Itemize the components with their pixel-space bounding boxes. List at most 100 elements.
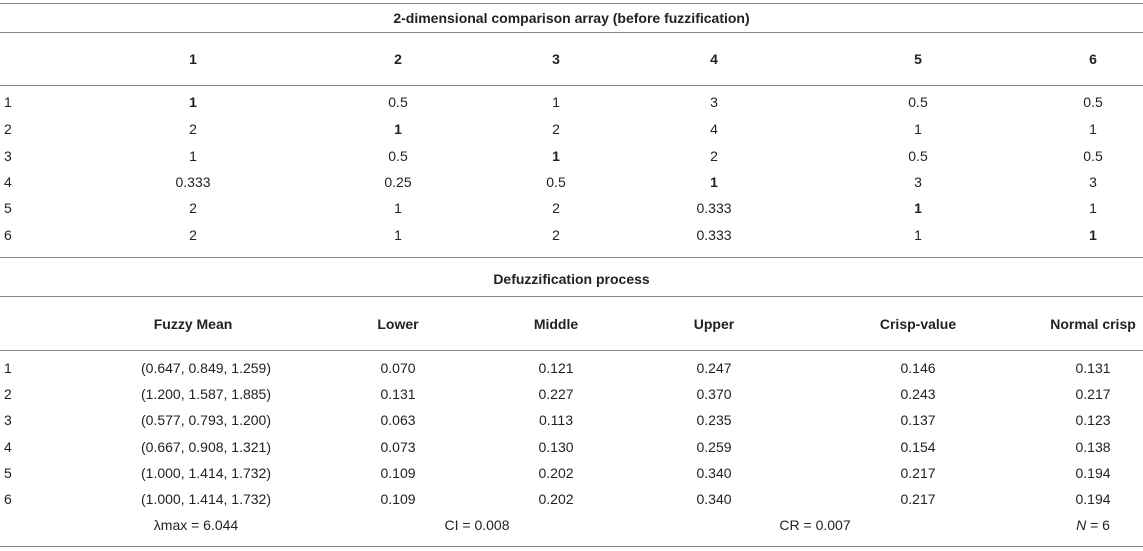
bottom-rule: [0, 546, 1143, 547]
n-label: N: [1076, 517, 1087, 533]
table-cell: 0.5: [1083, 148, 1103, 164]
table-row: 5 2 1 2 0.333 1 1: [0, 195, 1143, 221]
table-cell: 0.154: [900, 439, 936, 455]
table-cell: 2: [189, 227, 197, 243]
section1-header-row: 1 2 3 4 5 6: [0, 46, 1143, 72]
table-cell: 0.5: [908, 94, 928, 110]
table-cell: 1: [189, 148, 197, 164]
table-cell: (0.667, 0.908, 1.321): [141, 439, 271, 455]
table-cell: 1: [1089, 121, 1097, 137]
table-cell: 2: [189, 121, 197, 137]
row-label: 5: [4, 200, 12, 216]
row-label: 3: [4, 412, 12, 428]
table-cell: 1: [914, 200, 922, 216]
table-cell: 0.5: [546, 174, 566, 190]
cr-value: CR = 0.007: [779, 517, 851, 533]
table-row: 3 (0.577, 0.793, 1.200) 0.063 0.113 0.23…: [0, 407, 1143, 433]
table-cell: (1.000, 1.414, 1.732): [141, 465, 271, 481]
table-cell: 0.5: [388, 94, 408, 110]
row-label: 4: [4, 439, 12, 455]
table-cell: 0.217: [1075, 386, 1111, 402]
section2-title-rule: [0, 296, 1143, 297]
column-header: 6: [1089, 51, 1097, 67]
table-cell: 2: [552, 227, 560, 243]
column-header: 3: [552, 51, 560, 67]
row-label: 2: [4, 386, 12, 402]
table-cell: 0.073: [380, 439, 416, 455]
table-cell: 1: [394, 227, 402, 243]
table-cell: 3: [914, 174, 922, 190]
row-label: 5: [4, 465, 12, 481]
row-label: 1: [4, 360, 12, 376]
table-cell: 0.138: [1075, 439, 1111, 455]
table-cell: 0.137: [900, 412, 936, 428]
table-cell: 1: [189, 94, 197, 110]
table-row: 2 (1.200, 1.587, 1.885) 0.131 0.227 0.37…: [0, 381, 1143, 407]
table-cell: 0.217: [900, 465, 936, 481]
table-cell: 0.109: [380, 491, 416, 507]
column-header: Upper: [693, 316, 735, 332]
table-row: 4 0.333 0.25 0.5 1 3 3: [0, 169, 1143, 195]
table-cell: 1: [1089, 227, 1097, 243]
table-row: 4 (0.667, 0.908, 1.321) 0.073 0.130 0.25…: [0, 434, 1143, 460]
column-header: Middle: [533, 316, 579, 332]
table-cell: 2: [189, 200, 197, 216]
table-row: 2 2 1 2 4 1 1: [0, 116, 1143, 142]
table-cell: 0.247: [696, 360, 732, 376]
table-row: 1 1 0.5 1 3 0.5 0.5: [0, 89, 1143, 115]
table-cell: 0.340: [696, 465, 732, 481]
n-value: N = 6: [1076, 512, 1110, 538]
row-label: 4: [4, 174, 12, 190]
table-row: 3 1 0.5 1 2 0.5 0.5: [0, 143, 1143, 169]
table-cell: 0.123: [1075, 412, 1111, 428]
table-cell: 0.333: [696, 200, 732, 216]
table-cell: 0.063: [380, 412, 416, 428]
n-equals: = 6: [1086, 517, 1110, 533]
ci-value: CI = 0.008: [444, 517, 510, 533]
column-header: Normal crisp: [1050, 316, 1136, 332]
table-cell: 0.194: [1075, 491, 1111, 507]
table-cell: (1.000, 1.414, 1.732): [141, 491, 271, 507]
table-cell: 0.227: [538, 386, 574, 402]
table-cell: 1: [552, 94, 560, 110]
row-label: 6: [4, 227, 12, 243]
column-header: 5: [914, 51, 922, 67]
table-cell: 0.113: [539, 412, 573, 428]
table-cell: 0.5: [1083, 94, 1103, 110]
table-cell: 0.370: [696, 386, 732, 402]
top-rule: [0, 3, 1143, 4]
table-cell: 1: [394, 200, 402, 216]
table-cell: 0.243: [900, 386, 936, 402]
table-cell: 0.333: [696, 227, 732, 243]
table-row: 1 (0.647, 0.849, 1.259) 0.070 0.121 0.24…: [0, 355, 1143, 381]
table-cell: (0.577, 0.793, 1.200): [141, 412, 271, 428]
section2-title: Defuzzification process: [493, 271, 650, 287]
table-cell: 1: [710, 174, 718, 190]
column-header: 1: [189, 51, 197, 67]
column-header: 4: [710, 51, 718, 67]
row-label: 1: [4, 94, 12, 110]
table-cell: 0.25: [384, 174, 412, 190]
table-cell: 0.070: [380, 360, 416, 376]
table-cell: 0.131: [380, 386, 416, 402]
table-cell: 0.235: [696, 412, 732, 428]
table-cell: 0.109: [380, 465, 416, 481]
table-cell: 0.259: [696, 439, 732, 455]
section1-title-rule: [0, 32, 1143, 33]
table-cell: 2: [552, 121, 560, 137]
table-cell: 0.202: [538, 491, 574, 507]
table-cell: 0.340: [696, 491, 732, 507]
table-cell: 0.5: [388, 148, 408, 164]
section1-header-rule: [0, 85, 1143, 86]
section2-header-row: Fuzzy Mean Lower Middle Upper Crisp-valu…: [0, 311, 1143, 337]
table-cell: 4: [710, 121, 718, 137]
table-cell: (1.200, 1.587, 1.885): [141, 386, 271, 402]
section2-header-rule: [0, 350, 1143, 351]
table-cell: 0.131: [1075, 360, 1111, 376]
table-cell: 1: [1089, 200, 1097, 216]
table-cell: 0.146: [900, 360, 936, 376]
table-row: 6 2 1 2 0.333 1 1: [0, 222, 1143, 248]
table-cell: 2: [710, 148, 718, 164]
table-cell: 3: [710, 94, 718, 110]
table-cell: 3: [1089, 174, 1097, 190]
